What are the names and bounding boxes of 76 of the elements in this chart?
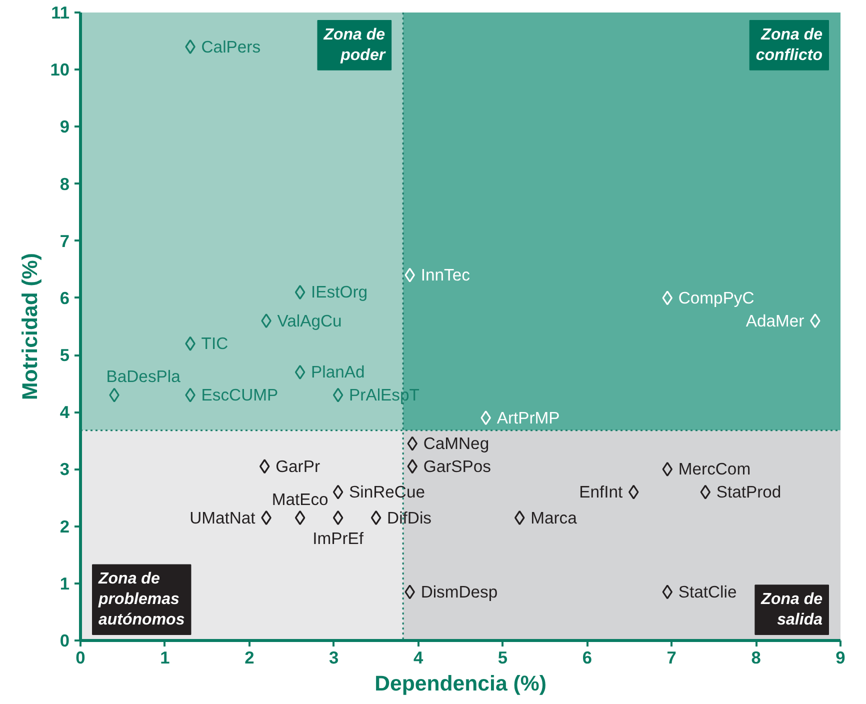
point — [259, 459, 270, 474]
y-tick-label: 4 — [60, 402, 70, 422]
x-axis-title: Dependencia (%) — [374, 672, 546, 696]
x-tick-label: 8 — [751, 648, 762, 668]
x-tick-label: 4 — [413, 648, 424, 668]
x-tick-label: 6 — [582, 648, 592, 668]
point — [294, 364, 306, 380]
point — [370, 510, 382, 526]
y-tick-label: 5 — [60, 345, 70, 366]
band-label: Zona de poder — [322, 26, 386, 64]
point — [480, 410, 491, 426]
point — [332, 510, 344, 526]
point — [404, 268, 415, 282]
series-label: PlanAd — [311, 362, 365, 382]
point — [332, 484, 344, 500]
series-label: MercCom — [678, 460, 751, 479]
point — [185, 388, 196, 402]
y-tick-label: 0 — [60, 630, 70, 650]
series-label: StatClie — [678, 582, 737, 602]
band-label: Zona de salida — [760, 591, 823, 628]
point — [185, 336, 196, 351]
y-axis-title: Motricidad (%) — [18, 253, 42, 400]
series-label: CompPyC — [678, 288, 754, 308]
point — [514, 510, 525, 526]
series-label: CaMNeg — [423, 434, 490, 454]
series-label: GarPr — [276, 456, 320, 476]
series-label: MatEco — [272, 490, 328, 509]
y-tick-label: 6 — [60, 288, 70, 308]
series-label: UMatNat — [190, 508, 256, 528]
series-label: GarSPos — [423, 456, 491, 476]
point — [662, 584, 673, 600]
point — [332, 388, 344, 402]
y-tick-label: 9 — [60, 116, 70, 137]
x-tick-label: 2 — [244, 648, 254, 668]
series-label: ValAgCu — [277, 311, 342, 330]
series-label: TIC — [201, 334, 228, 354]
x-tick-label: 7 — [666, 648, 676, 668]
band-label: Zona de problemas autónomos — [98, 570, 185, 628]
series-label: DismDesp — [420, 582, 498, 602]
x-tick-label: 5 — [498, 648, 508, 668]
y-tick-label: 3 — [60, 459, 70, 480]
y-tick-label: 2 — [60, 516, 70, 536]
y-tick-label: 11 — [51, 2, 70, 22]
point — [700, 484, 711, 500]
series-label: SinReCue — [349, 482, 425, 502]
series-label: AdaMer — [746, 311, 805, 330]
x-tick-label: 0 — [76, 648, 86, 668]
point — [294, 510, 306, 526]
point — [662, 462, 673, 477]
y-tick-label: 8 — [60, 174, 70, 194]
point — [407, 459, 418, 474]
series-label: BaDesPla — [106, 367, 182, 386]
point — [404, 584, 415, 600]
series-label: StatProd — [716, 482, 782, 502]
point — [628, 484, 639, 500]
x-tick-label: 9 — [836, 648, 846, 668]
x-tick-label: 1 — [160, 648, 170, 668]
series-label: InnTec — [420, 266, 470, 285]
series-label: Marca — [530, 508, 578, 528]
series-label: CalPers — [201, 37, 261, 56]
y-tick-label: 7 — [60, 230, 70, 251]
y-tick-label: 1 — [60, 573, 70, 594]
series-label: EnfInt — [579, 482, 623, 502]
point — [662, 290, 673, 306]
point — [294, 284, 306, 300]
band-label: Zona de conflicto — [756, 26, 823, 64]
series-label: ImPrEf — [312, 528, 364, 548]
series-label: DifDis — [387, 508, 432, 528]
y-tick-label: 10 — [50, 60, 70, 80]
series-label: PrAlEspT — [349, 386, 420, 405]
series-label: IEstOrg — [311, 282, 368, 302]
series-label: ArtPrMP — [496, 408, 560, 428]
series-label: EscCUMP — [201, 386, 278, 405]
point — [109, 388, 120, 402]
x-tick-label: 3 — [329, 648, 340, 668]
point — [407, 436, 418, 451]
